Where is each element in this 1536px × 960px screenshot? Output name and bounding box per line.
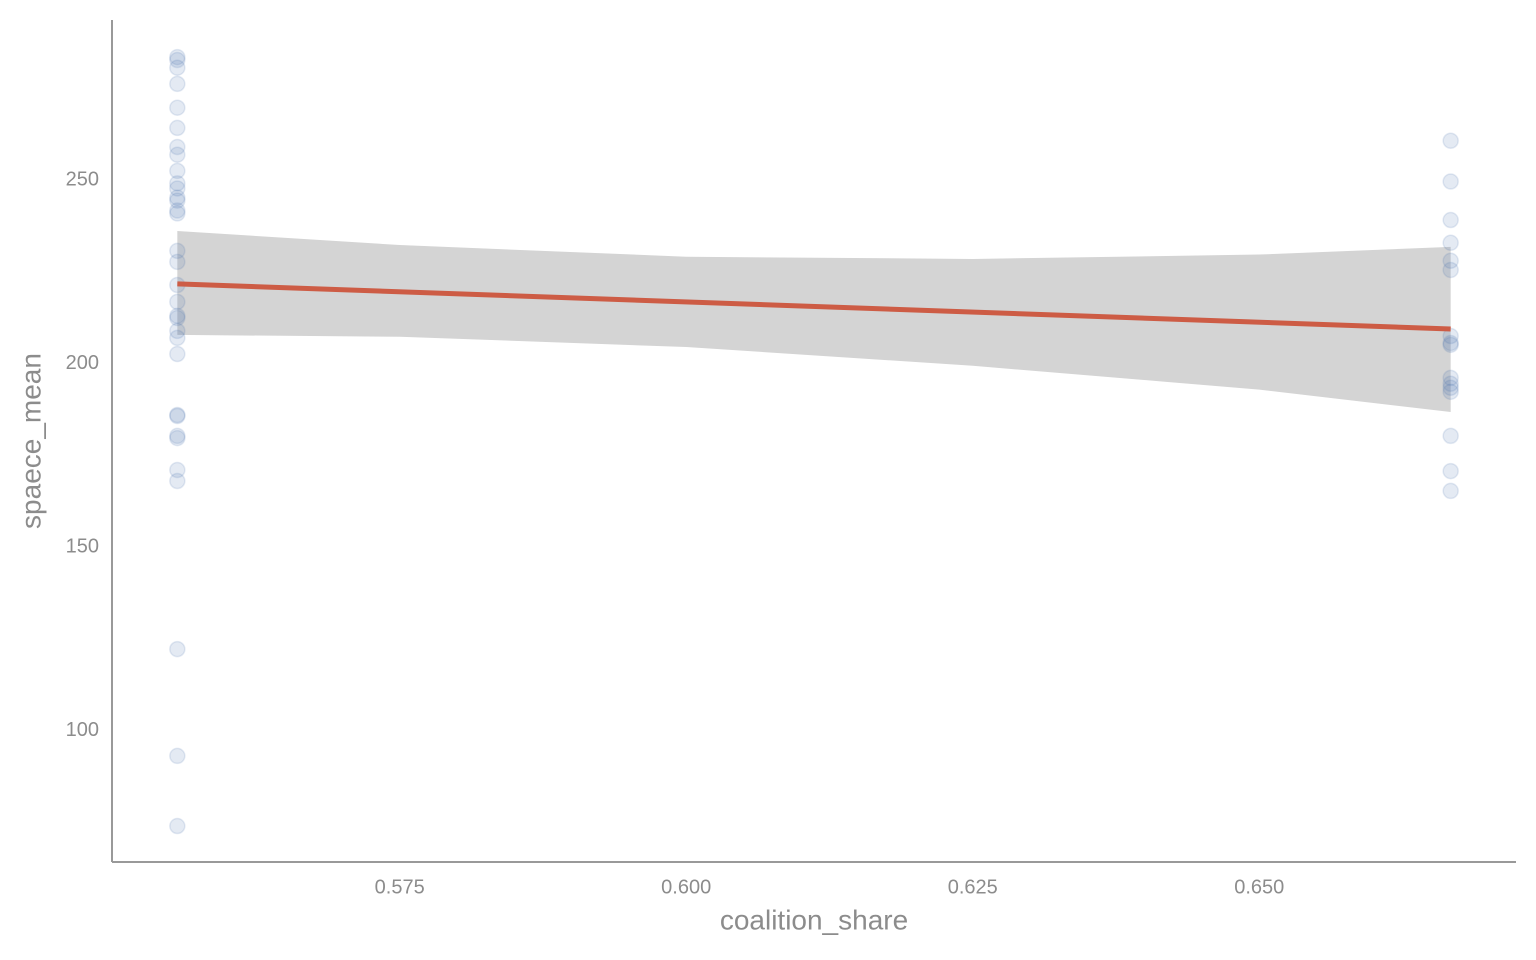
- x-axis-title: coalition_share: [720, 904, 908, 935]
- data-point: [1442, 334, 1459, 352]
- data-point: [169, 51, 186, 69]
- data-point: [1442, 234, 1459, 252]
- data-point: [1442, 173, 1459, 190]
- data-point: [169, 817, 186, 835]
- y-tick-label: 200: [66, 352, 99, 374]
- confidence-band: [177, 231, 1451, 413]
- y-tick-label: 100: [66, 719, 99, 741]
- data-point: [169, 429, 186, 447]
- data-point: [1442, 427, 1459, 445]
- data-point: [169, 406, 186, 424]
- plot-area: [169, 48, 1459, 835]
- y-tick-label: 150: [66, 536, 99, 558]
- data-point: [169, 189, 186, 206]
- x-tick-label: 0.625: [948, 876, 998, 898]
- data-point: [169, 461, 186, 479]
- data-point: [169, 747, 186, 765]
- data-point: [169, 205, 186, 222]
- data-point: [169, 293, 186, 311]
- data-point: [169, 242, 186, 260]
- data-point: [169, 99, 186, 116]
- data-point: [1442, 252, 1459, 270]
- data-point: [1442, 379, 1459, 397]
- data-point: [169, 162, 186, 180]
- data-point: [1442, 462, 1459, 480]
- x-tick-label: 0.575: [375, 876, 425, 898]
- data-point: [169, 59, 186, 76]
- data-point: [169, 202, 186, 219]
- x-tick-label: 0.650: [1234, 876, 1284, 898]
- data-point: [1442, 261, 1459, 279]
- data-point: [169, 472, 186, 490]
- data-point: [169, 192, 186, 209]
- data-point: [169, 307, 186, 325]
- data-point: [169, 175, 186, 192]
- data-point: [1442, 482, 1459, 500]
- data-point: [1442, 132, 1459, 150]
- data-point: [169, 309, 186, 327]
- data-point: [169, 146, 186, 163]
- fit-line: [177, 281, 1451, 332]
- data-point: [169, 322, 186, 340]
- data-point: [169, 180, 186, 197]
- data-point: [169, 48, 186, 66]
- y-tick-label: 250: [66, 169, 99, 191]
- data-point: [1442, 336, 1459, 354]
- data-point: [169, 253, 186, 271]
- data-point: [169, 407, 186, 425]
- y-axis-title: spaece_mean: [15, 353, 46, 529]
- data-point: [1442, 375, 1459, 392]
- data-point: [169, 640, 186, 658]
- data-point: [169, 329, 186, 347]
- data-point: [169, 75, 186, 93]
- data-point: [169, 427, 186, 445]
- data-point: [169, 138, 186, 156]
- data-point: [1442, 383, 1459, 401]
- data-point: [169, 119, 186, 137]
- data-point: [1442, 369, 1459, 387]
- data-point: [1442, 211, 1459, 229]
- x-tick-label: 0.600: [661, 876, 711, 898]
- data-point: [169, 345, 186, 363]
